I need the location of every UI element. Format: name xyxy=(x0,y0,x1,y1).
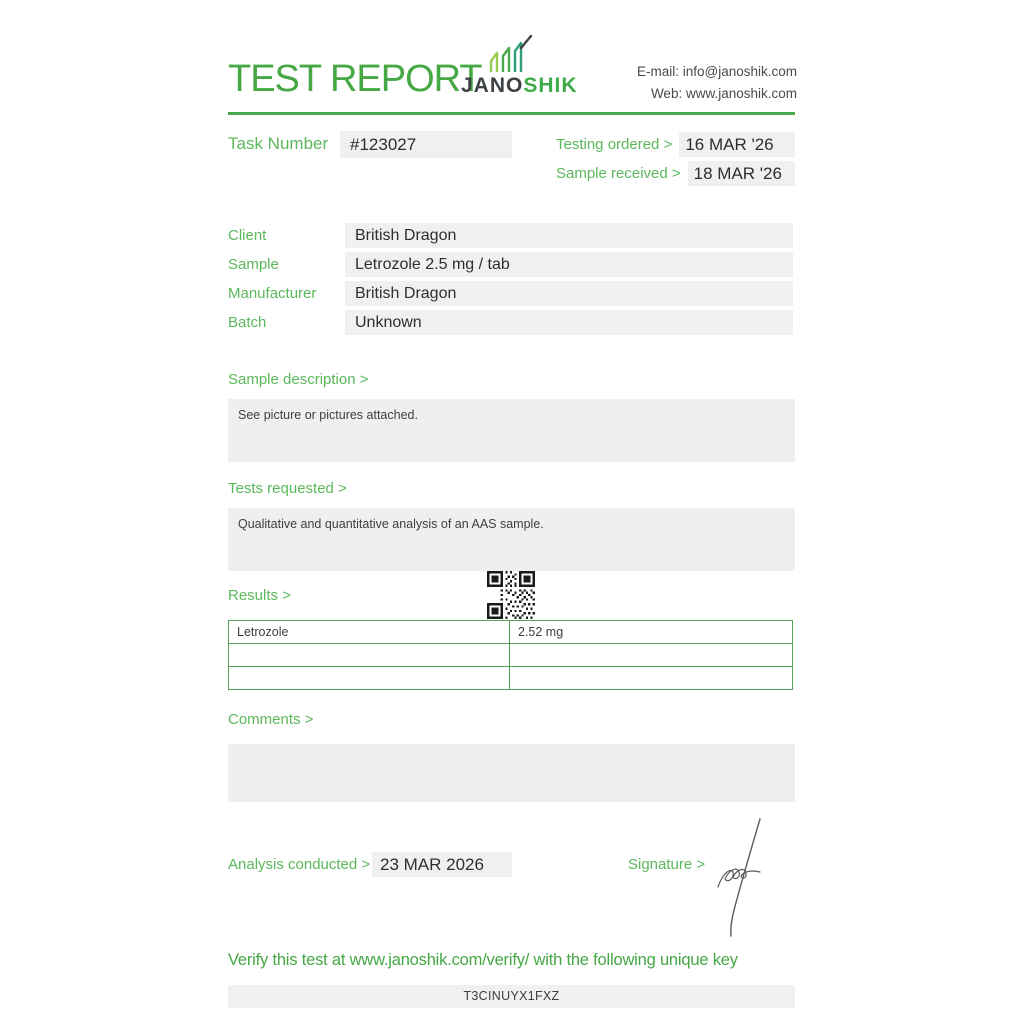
info-row-client: Client British Dragon xyxy=(228,223,795,248)
sample-received-row: Sample received > 18 MAR '26 xyxy=(556,161,795,186)
qr-code xyxy=(487,571,535,619)
sample-received-label: Sample received > xyxy=(556,165,681,182)
result-substance: Letrozole xyxy=(228,620,510,644)
batch-value: Unknown xyxy=(345,310,793,335)
testing-ordered-value: 16 MAR '26 xyxy=(679,132,795,157)
sample-value: Letrozole 2.5 mg / tab xyxy=(345,252,793,277)
result-substance xyxy=(228,643,510,667)
sample-description-box: See picture or pictures attached. xyxy=(228,399,795,462)
info-row-sample: Sample Letrozole 2.5 mg / tab xyxy=(228,252,795,277)
table-row: Letrozole 2.52 mg xyxy=(228,620,793,644)
info-row-manufacturer: Manufacturer British Dragon xyxy=(228,281,795,306)
header-divider xyxy=(228,112,795,115)
logo-text-shik: SHIK xyxy=(523,74,578,97)
manufacturer-value: British Dragon xyxy=(345,281,793,306)
sample-label: Sample xyxy=(228,256,279,273)
contact-web: Web: www.janoshik.com xyxy=(650,86,797,102)
sample-received-value: 18 MAR '26 xyxy=(687,161,795,186)
result-amount: 2.52 mg xyxy=(509,620,793,644)
result-amount xyxy=(509,643,793,667)
comments-label: Comments > xyxy=(228,711,314,728)
logo-text-jano: JANO xyxy=(461,74,524,97)
table-row xyxy=(228,643,793,667)
logo-growth-chart-icon xyxy=(489,34,533,72)
client-value: British Dragon xyxy=(345,223,793,248)
testing-ordered-label: Testing ordered > xyxy=(556,136,673,153)
comments-box xyxy=(228,744,795,802)
signature-label: Signature > xyxy=(628,856,706,873)
batch-label: Batch xyxy=(228,314,267,331)
table-row xyxy=(228,666,793,690)
logo-wordmark: JANOSHIK xyxy=(461,74,578,98)
tests-requested-label: Tests requested > xyxy=(228,480,347,497)
result-amount xyxy=(509,666,793,690)
testing-ordered-row: Testing ordered > 16 MAR '26 xyxy=(556,132,795,157)
contact-email: E-mail: info@janoshik.com xyxy=(636,64,797,79)
info-row-batch: Batch Unknown xyxy=(228,310,795,335)
tests-requested-box: Qualitative and quantitative analysis of… xyxy=(228,508,795,571)
contact-info: E-mail: info@janoshik.com Web: www.janos… xyxy=(637,61,797,106)
sample-description-label: Sample description > xyxy=(228,371,369,388)
page-title: TEST REPORT xyxy=(228,58,483,100)
verify-instruction: Verify this test at www.janoshik.com/ver… xyxy=(228,951,738,969)
results-label: Results > xyxy=(228,587,291,604)
analysis-conducted-value: 23 MAR 2026 xyxy=(372,852,512,877)
results-table: Letrozole 2.52 mg xyxy=(228,620,793,690)
analysis-conducted-label: Analysis conducted > xyxy=(228,856,371,873)
task-number-value: #123027 xyxy=(340,131,512,158)
signature-image xyxy=(717,818,761,937)
result-substance xyxy=(228,666,510,690)
verify-key: T3CINUYX1FXZ xyxy=(228,985,795,1008)
task-number-label: Task Number xyxy=(228,134,329,153)
manufacturer-label: Manufacturer xyxy=(228,285,317,302)
client-label: Client xyxy=(228,227,267,244)
